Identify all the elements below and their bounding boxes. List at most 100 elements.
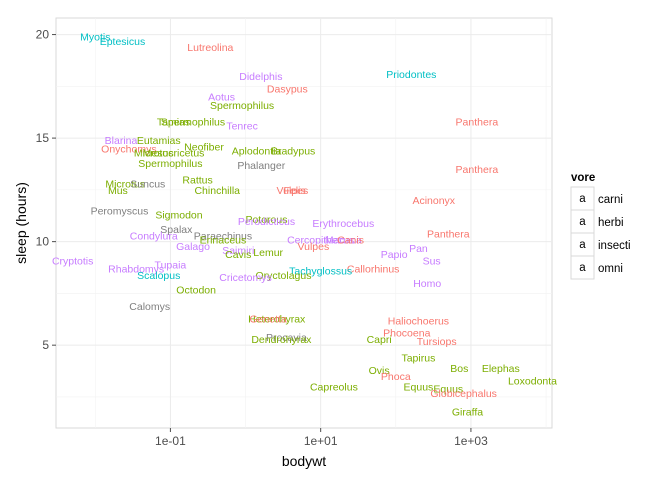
grid-lines [56,18,552,428]
point-label: Erythrocebus [312,218,374,230]
point-label: Eptesicus [100,36,146,48]
point-label: Homo [413,278,441,290]
point-label: Phalanger [237,160,285,172]
point-label: Tenrec [226,121,258,133]
point-label: Peromyscus [91,206,149,218]
point-label: Tachyglossus [289,266,352,278]
legend-label: herbi [598,217,624,229]
point-label: Capri [367,334,392,346]
point-label: Paraechinus [194,230,252,242]
legend-key-glyph: a [579,193,586,205]
point-label: Globicephalus [430,388,497,400]
point-label: Lutreolina [187,42,233,54]
point-label: Didelphis [239,71,282,83]
point-label: Cavis [225,249,251,261]
point-label: Calomys [129,301,170,313]
point-label: Acinonyx [412,195,455,207]
point-label: Cricetomys [219,272,272,284]
point-label: Vulpes [298,241,330,253]
y-tick-label: 5 [42,338,49,352]
point-label: Microtus [105,179,145,191]
point-label: Genetta [249,313,287,325]
point-label: Sigmodon [155,210,202,222]
point-label: Sus [423,255,441,267]
point-label: Ovis [369,365,390,377]
y-tick-label: 10 [36,235,50,249]
point-label: Panthera [456,117,499,129]
point-label: Condylura [130,230,178,242]
legend-key-glyph: a [579,262,586,274]
point-label: Elephas [482,363,520,375]
point-label: Octodon [176,284,216,296]
legend-key [570,255,595,280]
point-label: Dasypus [267,83,308,95]
point-label: Spalax [160,224,193,236]
y-tick-label: 15 [36,131,50,145]
point-label: Cryptotis [52,255,93,267]
point-label: Equus [433,384,463,396]
point-label: Saimiri [222,245,254,257]
legend-label: insecti [598,240,631,252]
point-label: Panthera [456,164,499,176]
point-label: Myotis [80,32,110,44]
point-label: Tapirus [401,353,435,365]
point-label: Potorous [245,214,287,226]
point-label: Aotus [208,92,235,104]
point-label: Galago [176,241,210,253]
point-label: Bos [450,363,468,375]
point-label: Bradypus [271,146,315,158]
point-label: Aplodontia [232,146,282,158]
point-label: Vulpes [277,185,309,197]
point-label: Tamias [157,117,190,129]
point-label: Macaca [325,235,362,247]
point-label: Phocoena [383,328,430,340]
point-label: Lemur [253,247,283,259]
point-label: Giraffa [452,406,483,418]
point-label: Capreolus [310,382,358,394]
point-label: Neofiber [184,141,224,153]
point-label: Heterohyrax [248,313,306,325]
point-label: Tursiops [417,336,457,348]
point-label: Mesocricetus [143,148,205,160]
point-label: Rattus [182,175,212,187]
x-tick-label: 1e+03 [454,434,488,448]
point-label: Rhabdomys [108,264,164,276]
point-label: Mus [108,185,128,197]
legend-label: omni [598,263,623,275]
point-label: Blarina [105,135,138,147]
point-label: Phoca [381,371,411,383]
point-label: Spermophilus [210,100,274,112]
point-label: Oryctolagus [255,270,311,282]
x-axis-title: bodywt [282,453,326,469]
point-label: Cercopithecus [287,235,354,247]
point-label: Spermophilus [138,158,202,170]
point-label: Haliochoerus [388,315,449,327]
point-label: Eutamias [137,135,181,147]
point-label: Loxodonta [508,375,557,387]
point-label: Felis [284,185,306,197]
legend-title: vore [571,172,595,184]
point-label: Tupaia [155,259,187,271]
y-tick-label: 20 [36,28,50,42]
x-tick-label: 1e-01 [155,434,186,448]
point-label: Pan [409,243,428,255]
point-label: Callorhinus [347,264,400,276]
axes: 1e-01 1e+01 1e+03 5 10 15 20 [36,28,488,448]
legend-key-glyph: a [579,216,586,228]
point-label: Spermophilus [161,117,225,129]
point-label: Panthera [427,228,470,240]
plot-panel [55,17,553,429]
point-label: Chinchilla [194,185,240,197]
x-tick-label: 1e+01 [304,434,338,448]
point-label: Dendrohyrax [251,334,312,346]
point-label: Scalopus [137,270,180,282]
y-axis-title: sleep (hours) [13,182,29,264]
point-label: Suncus [130,179,165,191]
point-label: Priodontes [386,69,436,81]
legend-key-glyph: a [579,239,586,251]
point-label: Microtus [134,148,174,160]
point-label: Procavia [266,332,307,344]
